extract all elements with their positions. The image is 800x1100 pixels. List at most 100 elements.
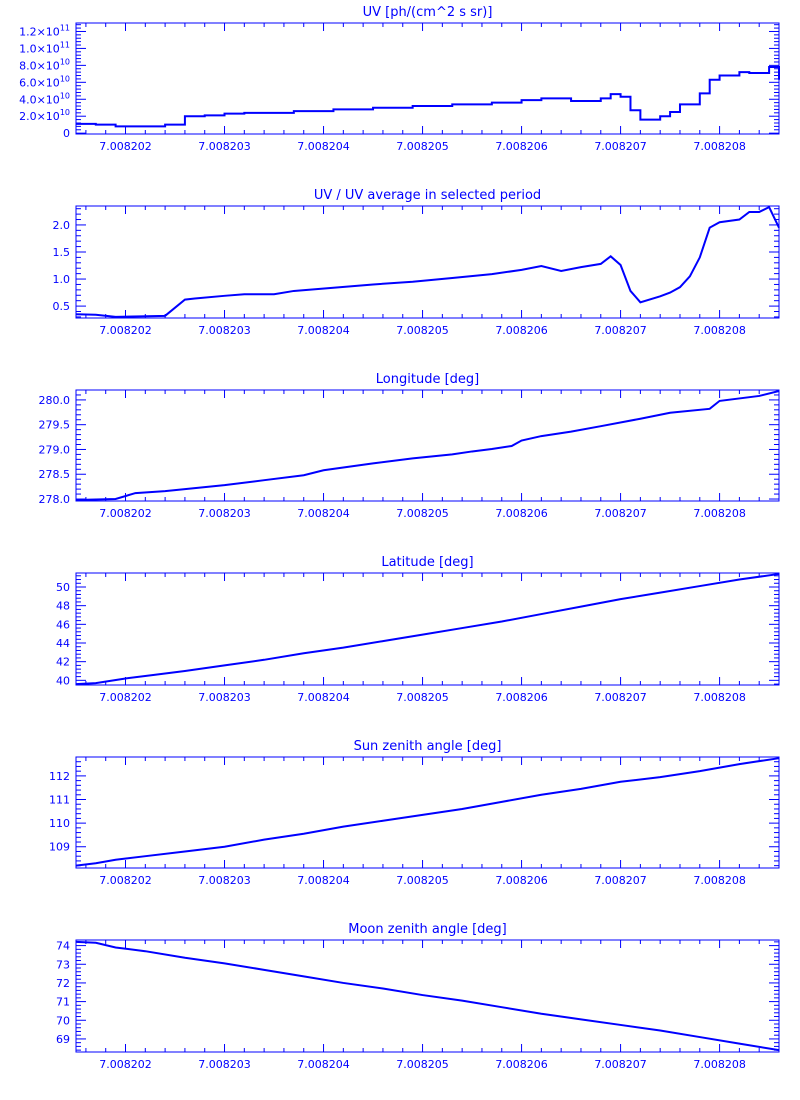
x-tick-label: 7.008202 — [99, 691, 152, 704]
chart-title: Latitude [deg] — [381, 555, 473, 570]
x-tick-label: 7.008207 — [594, 874, 647, 887]
x-tick-label: 7.008204 — [297, 691, 350, 704]
series-line-1 — [75, 205, 780, 318]
y-tick-label: 2.0×1010 — [19, 108, 70, 123]
chart-title: Moon zenith angle [deg] — [348, 922, 506, 937]
x-tick-label: 7.008206 — [495, 874, 548, 887]
x-tick-label: 7.008204 — [297, 324, 350, 337]
x-tick-label: 7.008202 — [99, 1058, 152, 1071]
chart-panel-6: Moon zenith angle [deg] 7.008202 7.008203 7… — [56, 922, 780, 1071]
x-tick-label: 7.008205 — [396, 1058, 449, 1071]
y-tick-label: 71 — [56, 996, 70, 1009]
y-tick-label: 1.5 — [53, 246, 71, 259]
series-line-1 — [76, 66, 780, 128]
y-tick-label: 40 — [56, 674, 70, 687]
x-tick-label: 7.008206 — [495, 507, 548, 520]
x-tick-label: 7.008203 — [198, 691, 251, 704]
chart-panel-1: UV [ph/(cm^2 s sr)] 7.008202 7.008203 7.008… — [19, 5, 780, 153]
x-tick-label: 7.008207 — [594, 691, 647, 704]
x-tick-label: 7.008208 — [693, 874, 746, 887]
x-tick-label: 7.008208 — [693, 140, 746, 153]
y-tick-label: 279.5 — [39, 419, 71, 432]
chart-panel-3: Longitude [deg] 7.008202 7.008203 7.008204 7… — [39, 372, 780, 520]
y-tick-label: 1.0×1011 — [19, 40, 70, 55]
y-tick-label: 73 — [56, 958, 70, 971]
x-tick-label: 7.008205 — [396, 691, 449, 704]
chart-panel-5: Sun zenith angle [deg] 7.008202 7.008203 7.… — [49, 739, 780, 887]
plot-frame — [75, 22, 780, 135]
chart-title: UV / UV average in selected period — [314, 188, 541, 203]
y-tick-label: 278.0 — [39, 493, 71, 506]
y-tick-label: 280.0 — [39, 394, 71, 407]
chart-title: Sun zenith angle [deg] — [354, 739, 502, 754]
x-tick-label: 7.008204 — [297, 507, 350, 520]
y-tick-label: 46 — [56, 618, 70, 631]
x-tick-label: 7.008207 — [594, 324, 647, 337]
x-tick-label: 7.008203 — [198, 1058, 251, 1071]
x-tick-label: 7.008202 — [99, 874, 152, 887]
x-tick-label: 7.008202 — [99, 140, 152, 153]
y-tick-label: 0 — [63, 127, 70, 140]
x-tick-label: 7.008203 — [198, 140, 251, 153]
x-tick-label: 7.008206 — [495, 1058, 548, 1071]
y-tick-label: 109 — [49, 841, 70, 854]
y-tick-label: 70 — [56, 1014, 70, 1027]
y-tick-label: 279.0 — [39, 443, 71, 456]
x-tick-label: 7.008202 — [99, 507, 152, 520]
plot-frame — [75, 389, 780, 502]
series-line-1 — [75, 757, 780, 867]
series-line-1 — [75, 572, 780, 686]
chart-title: Longitude [deg] — [376, 372, 479, 387]
y-tick-label: 44 — [56, 637, 70, 650]
x-tick-label: 7.008208 — [693, 324, 746, 337]
y-tick-label: 4.0×1010 — [19, 91, 70, 106]
plot-frame — [75, 572, 780, 686]
plot-frame — [75, 939, 780, 1053]
y-tick-label: 0.5 — [53, 300, 71, 313]
y-tick-label: 112 — [49, 770, 70, 783]
x-tick-label: 7.008204 — [297, 140, 350, 153]
series-line-1 — [75, 390, 780, 502]
x-tick-label: 7.008204 — [297, 1058, 350, 1071]
y-tick-label: 1.2×1011 — [19, 23, 70, 38]
y-tick-label: 69 — [56, 1033, 70, 1046]
x-tick-label: 7.008206 — [495, 140, 548, 153]
y-tick-label: 111 — [49, 794, 70, 807]
x-tick-label: 7.008207 — [594, 1058, 647, 1071]
y-tick-label: 110 — [49, 817, 70, 830]
x-tick-label: 7.008205 — [396, 324, 449, 337]
x-tick-label: 7.008207 — [594, 140, 647, 153]
x-tick-label: 7.008207 — [594, 507, 647, 520]
x-tick-label: 7.008204 — [297, 874, 350, 887]
x-tick-label: 7.008202 — [99, 324, 152, 337]
y-tick-label: 72 — [56, 977, 70, 990]
y-tick-label: 6.0×1010 — [19, 74, 70, 89]
x-tick-label: 7.008203 — [198, 874, 251, 887]
x-tick-label: 7.008205 — [396, 140, 449, 153]
x-tick-label: 7.008208 — [693, 691, 746, 704]
x-tick-label: 7.008203 — [198, 324, 251, 337]
y-tick-label: 2.0 — [53, 219, 71, 232]
y-tick-label: 278.5 — [39, 468, 71, 481]
y-tick-label: 50 — [56, 581, 70, 594]
y-tick-label: 1.0 — [53, 273, 71, 286]
y-tick-label: 42 — [56, 656, 70, 669]
x-tick-label: 7.008206 — [495, 691, 548, 704]
chart-title: UV [ph/(cm^2 s sr)] — [363, 5, 493, 20]
y-tick-label: 8.0×1010 — [19, 57, 70, 72]
y-tick-label: 48 — [56, 600, 70, 613]
x-tick-label: 7.008203 — [198, 507, 251, 520]
chart-panel-4: Latitude [deg] 7.008202 7.008203 7.008204 7.… — [56, 555, 780, 704]
chart-panel-2: UV / UV average in selected period 7.0082… — [53, 188, 780, 337]
x-tick-label: 7.008206 — [495, 324, 548, 337]
x-tick-label: 7.008208 — [693, 1058, 746, 1071]
series-line-1 — [75, 940, 780, 1052]
plot-frame — [75, 205, 780, 319]
x-tick-label: 7.008205 — [396, 507, 449, 520]
y-tick-label: 74 — [56, 940, 70, 953]
plot-frame — [75, 756, 780, 869]
x-tick-label: 7.008208 — [693, 507, 746, 520]
x-tick-label: 7.008205 — [396, 874, 449, 887]
